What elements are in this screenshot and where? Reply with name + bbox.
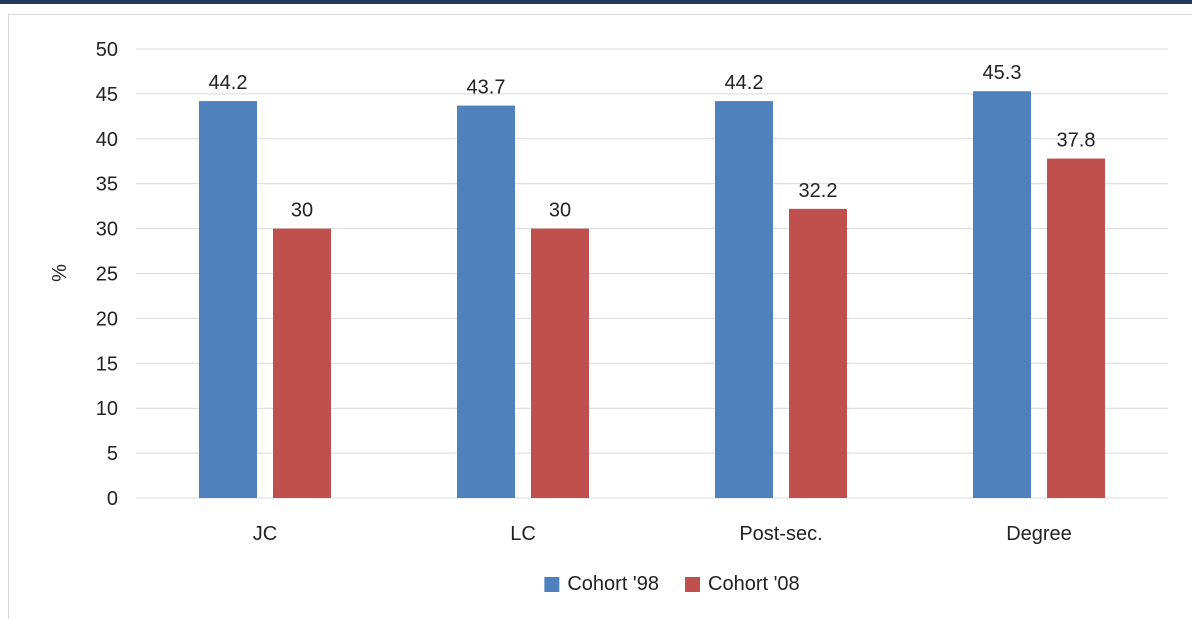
legend-swatch <box>685 577 700 592</box>
top-bar <box>0 0 1192 4</box>
legend-label: Cohort '08 <box>708 573 800 595</box>
data-label: 44.2 <box>209 72 248 94</box>
bar-cohort-08 <box>273 228 331 498</box>
y-axis-ticks: 0 5 10 15 20 25 30 35 40 45 50 <box>96 39 118 510</box>
bar-cohort-98 <box>199 101 257 499</box>
x-tick-label: Post-sec. <box>739 523 822 545</box>
data-label: 30 <box>291 200 313 222</box>
y-tick-label: 5 <box>107 443 118 465</box>
y-tick-label: 25 <box>96 264 118 286</box>
data-labels: 44.2 30 43.7 30 44.2 32.2 45.3 37.8 <box>209 62 1096 221</box>
bar-cohort-98 <box>973 91 1031 499</box>
bar-cohort-08 <box>1047 158 1105 498</box>
bar-cohort-98 <box>457 105 515 498</box>
x-tick-label: LC <box>510 523 536 545</box>
bars <box>199 91 1105 499</box>
chart-frame <box>8 14 1192 619</box>
legend-label: Cohort '98 <box>567 573 659 595</box>
y-tick-label: 30 <box>96 219 118 241</box>
bar-cohort-98 <box>715 101 773 499</box>
y-tick-label: 35 <box>96 174 118 196</box>
y-tick-label: 45 <box>96 84 118 106</box>
data-label: 44.2 <box>725 72 764 94</box>
y-tick-label: 50 <box>96 39 118 61</box>
data-label: 37.8 <box>1057 130 1096 152</box>
bar-cohort-08 <box>531 228 589 498</box>
x-axis-ticks: JC LC Post-sec. Degree <box>253 523 1072 545</box>
data-label: 32.2 <box>799 180 838 202</box>
y-axis-label: % <box>49 264 71 282</box>
y-tick-label: 15 <box>96 353 118 375</box>
y-tick-label: 40 <box>96 129 118 151</box>
legend-swatch <box>544 577 560 592</box>
legend: Cohort '98 Cohort '08 <box>544 573 800 595</box>
bar-cohort-08 <box>789 208 847 498</box>
data-label: 45.3 <box>983 62 1022 84</box>
y-tick-label: 0 <box>107 488 118 510</box>
y-tick-label: 20 <box>96 308 118 330</box>
y-tick-label: 10 <box>96 398 118 420</box>
x-tick-label: Degree <box>1006 523 1072 545</box>
data-label: 30 <box>549 200 571 222</box>
data-label: 43.7 <box>467 77 506 99</box>
x-tick-label: JC <box>253 523 277 545</box>
